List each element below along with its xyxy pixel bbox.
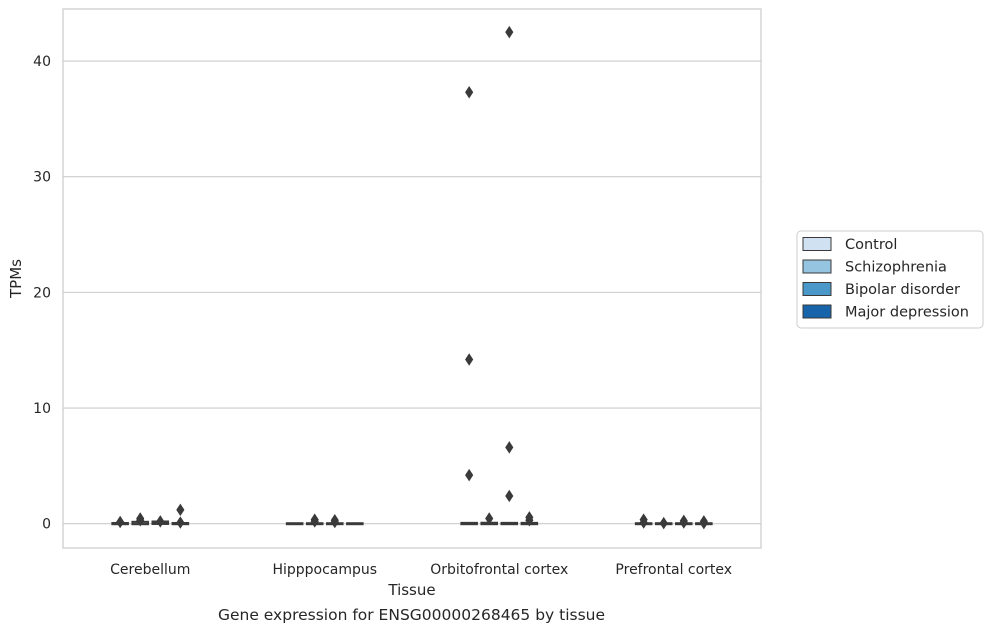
outlier-point	[505, 25, 514, 39]
outlier-point	[465, 353, 474, 366]
outlier-point	[505, 441, 514, 454]
legend-label: Major depression	[845, 305, 969, 321]
box-schizophrenia	[654, 516, 673, 530]
legend: Control Schizophrenia Bipolar disorder Majo…	[796, 230, 984, 329]
legend-swatch	[802, 237, 832, 251]
y-tick-label: 20	[33, 285, 51, 301]
outlier-point	[699, 516, 708, 530]
gridlines	[63, 60, 761, 525]
y-tick-label: 40	[33, 54, 51, 70]
legend-swatch	[802, 304, 832, 319]
box-control	[111, 515, 129, 529]
box-bipolar-disorder	[151, 515, 170, 528]
outlier-point	[465, 468, 474, 482]
y-axis-label: TPMs	[7, 259, 25, 299]
outlier-point	[330, 515, 339, 529]
outlier-point	[679, 516, 688, 529]
box-major-depression	[520, 511, 539, 527]
x-tick-label: Hipppocampus	[272, 562, 377, 578]
x-tick-label: Orbitofrontal cortex	[430, 562, 568, 578]
legend-swatch	[802, 282, 832, 296]
plot-frame	[62, 8, 762, 549]
legend-frame	[796, 230, 984, 329]
box-bipolar-disorder	[675, 514, 693, 529]
legend-label: Schizophrenia	[845, 260, 947, 276]
x-tick-label: Prefrontal cortex	[615, 562, 732, 578]
y-tick-label: 30	[33, 170, 51, 186]
outlier-point	[136, 514, 145, 527]
outlier-point	[176, 503, 185, 517]
box-schizophrenia	[131, 512, 149, 527]
outlier-point	[525, 514, 534, 527]
x-axis-ticks: Cerebellum Hipppocampus Orbitofrontal cort…	[110, 562, 732, 578]
outlier-point	[116, 515, 125, 529]
outlier-point	[659, 516, 668, 530]
outlier-point	[156, 515, 165, 528]
box-major-depression	[171, 503, 190, 529]
y-tick-label: 0	[42, 517, 51, 533]
legend-swatch	[802, 259, 832, 274]
outlier-point	[465, 86, 474, 99]
chart-caption: Gene expression for ENSG00000268465 by t…	[217, 606, 606, 624]
y-axis-ticks: 0 10 20 30 40	[33, 54, 51, 533]
outlier-point	[505, 489, 514, 503]
x-tick-label: Cerebellum	[110, 562, 190, 578]
outlier-point	[310, 515, 319, 528]
box-control	[460, 86, 478, 526]
y-tick-label: 10	[33, 401, 51, 417]
legend-label: Bipolar disorder	[845, 282, 960, 298]
outlier-point	[176, 516, 185, 529]
box-major-depression	[346, 522, 364, 526]
box-control	[634, 513, 653, 529]
x-axis-label: Tissue	[387, 581, 435, 599]
outlier-point	[639, 516, 648, 529]
outlier-point	[485, 512, 494, 525]
box-plots	[111, 25, 713, 530]
box-bipolar-disorder	[326, 514, 344, 529]
box-control	[285, 522, 304, 526]
legend-label: Control	[845, 237, 897, 253]
box-schizophrenia	[305, 513, 324, 528]
box-schizophrenia	[480, 512, 498, 526]
box-major-depression	[695, 515, 713, 530]
box-bipolar-disorder	[500, 25, 519, 526]
